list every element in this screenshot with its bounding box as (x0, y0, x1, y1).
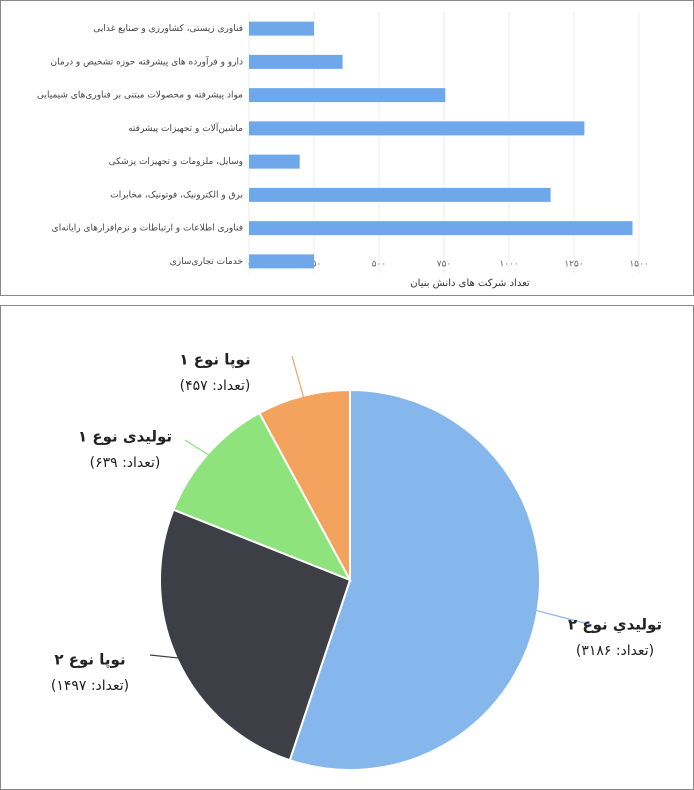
x-tick-label: ۱۵۰۰ (629, 260, 648, 270)
slice-name: نوپا نوع ۱ (179, 351, 250, 370)
category-label: دارو و فرآورده های پیشرفته حوزه تشخیص و … (51, 55, 243, 67)
bar-panel (0, 0, 694, 296)
leader-line (533, 609, 593, 626)
leader-line (184, 439, 212, 457)
bar (249, 221, 633, 236)
category-label: خدمات تجاری‌سازی (170, 257, 243, 267)
category-label: وسایل، ملزومات و تجهیزات پزشکی (109, 157, 243, 167)
bar (249, 154, 300, 169)
slice-name: نوپا نوع ۲ (54, 651, 125, 670)
category-label: فناوری اطلاعات و ارتباطات و نرم‌افزارهای… (52, 224, 243, 234)
bar (249, 88, 446, 103)
bar (249, 121, 585, 136)
slice-value: (تعداد: ۶۳۹) (90, 455, 161, 471)
x-tick-label: ۷۵۰ (437, 260, 452, 270)
pie-slice (159, 508, 352, 762)
bar (249, 54, 343, 69)
slice-value: (تعداد: ۴۵۷) (180, 378, 251, 394)
x-tick-label: ۱۰۰۰ (499, 260, 518, 270)
bar (249, 187, 551, 202)
bar (249, 21, 314, 36)
slice-value: (تعداد: ۱۴۹۷) (51, 678, 129, 694)
x-tick-label: ۱۲۵۰ (564, 260, 583, 270)
x-tick-label: ۵۰۰ (372, 260, 387, 270)
category-label: برق و الکترونیک، فوتونیک، مخابرات (110, 190, 243, 200)
category-label: مواد پیشرفته و محصولات مبتنی بر فناوری‌ه… (37, 91, 243, 101)
category-label: فناوری زیستی، کشاورزی و صنایع غذایی (93, 24, 243, 34)
category-label: ماشین‌آلات و تجهیزات پیشرفته (128, 122, 243, 134)
pie-slice (172, 411, 353, 582)
bar (249, 254, 314, 269)
slice-name: توليدي نوع ۲ (568, 616, 662, 635)
slice-value: (تعداد: ۳۱۸۶) (576, 643, 654, 659)
leader-line (291, 355, 305, 400)
leader-line (149, 654, 182, 659)
x-axis-title: تعداد شرکت های دانش بنیان (410, 278, 530, 289)
slice-name: تولیدی نوع ۱ (78, 428, 172, 446)
